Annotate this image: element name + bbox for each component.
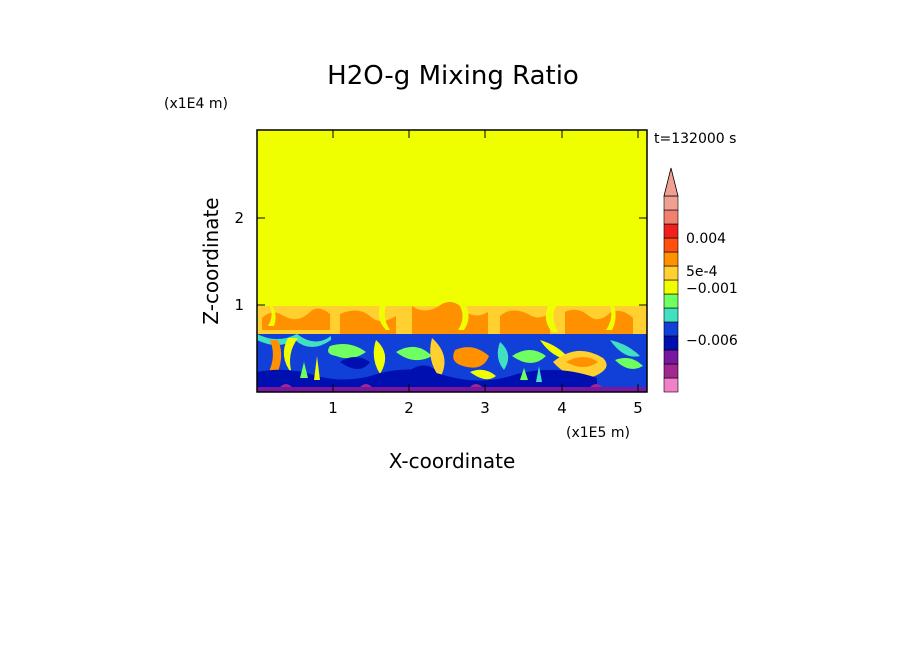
x-tick-label: 4 <box>557 399 567 417</box>
upper-layer-region <box>257 130 647 306</box>
colorbar-label: −0.001 <box>686 281 738 297</box>
axis-ticks <box>257 130 647 392</box>
colorbar-level <box>663 321 679 337</box>
colorbar-level <box>663 279 679 295</box>
y-tick-label: 2 <box>234 209 244 227</box>
heatmap-field <box>257 130 647 392</box>
colorbar-level <box>663 195 679 211</box>
x-scale-label: (x1E5 m) <box>566 425 630 441</box>
colorbar-label: 0.004 <box>686 231 726 247</box>
colorbar-label: 5e-4 <box>686 264 718 280</box>
mixed-layer-texture <box>262 302 633 334</box>
colorbar-level <box>663 209 679 225</box>
y-scale-label: (x1E4 m) <box>164 96 228 112</box>
x-tick-label: 2 <box>404 399 414 417</box>
colorbar-level <box>663 377 679 393</box>
y-axis-label: Z-coordinate <box>199 197 223 324</box>
x-tick-label: 3 <box>480 399 490 417</box>
chart-title: H2O-g Mixing Ratio <box>327 61 579 91</box>
x-tick-label: 5 <box>633 399 643 417</box>
colorbar-level <box>663 223 679 239</box>
colorbar-label: −0.006 <box>686 333 738 349</box>
y-tick-label: 1 <box>234 296 244 314</box>
colorbar-level <box>663 335 679 351</box>
colorbar-level <box>663 237 679 253</box>
colorbar-level <box>663 265 679 281</box>
colorbar-level <box>663 349 679 365</box>
x-axis-label: X-coordinate <box>389 449 516 473</box>
colorbar <box>663 167 679 393</box>
colorbar-level <box>663 293 679 309</box>
colorbar-level <box>663 307 679 323</box>
x-tick-label: 1 <box>328 399 338 417</box>
colorbar-extend-arrow <box>663 167 679 197</box>
colorbar-level <box>663 363 679 379</box>
boundary-layer-texture <box>257 334 647 392</box>
time-label: t=132000 s <box>654 131 736 147</box>
plot-frame <box>256 129 648 393</box>
colorbar-level <box>663 251 679 267</box>
